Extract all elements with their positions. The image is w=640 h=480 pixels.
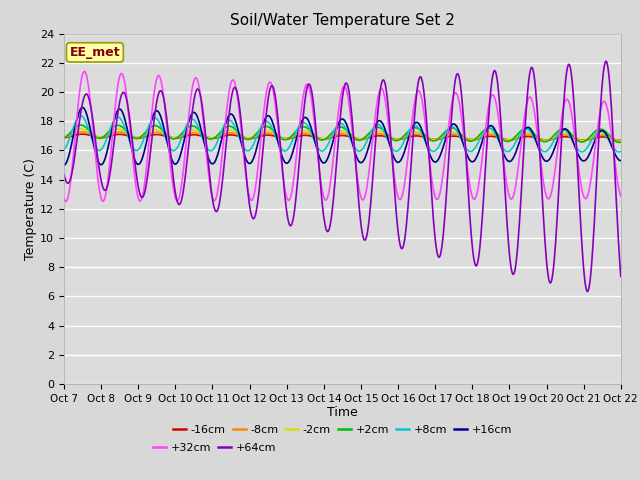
+16cm <box>214 150 222 156</box>
-8cm <box>428 136 435 142</box>
+32cm <box>61 199 69 204</box>
+8cm <box>76 113 84 119</box>
+32cm <box>617 193 625 199</box>
+16cm <box>617 158 625 164</box>
+8cm <box>214 137 222 143</box>
-8cm <box>214 134 222 140</box>
-2cm <box>70 128 78 134</box>
+16cm <box>185 119 193 125</box>
Line: +64cm: +64cm <box>64 61 621 292</box>
Legend: +32cm, +64cm: +32cm, +64cm <box>148 438 280 457</box>
+8cm <box>60 147 68 153</box>
+32cm <box>186 107 193 112</box>
+64cm <box>617 274 625 279</box>
+2cm <box>617 139 625 145</box>
-2cm <box>214 132 222 138</box>
Line: -16cm: -16cm <box>64 134 621 141</box>
+8cm <box>185 119 193 124</box>
+16cm <box>128 148 136 154</box>
+32cm <box>215 180 223 186</box>
+64cm <box>184 149 192 155</box>
+16cm <box>411 120 419 126</box>
-16cm <box>70 133 78 139</box>
Line: -8cm: -8cm <box>64 132 621 141</box>
+8cm <box>70 122 78 128</box>
+64cm <box>584 289 591 295</box>
+2cm <box>128 134 136 140</box>
-16cm <box>185 132 193 138</box>
-2cm <box>185 128 193 133</box>
Text: EE_met: EE_met <box>70 46 120 59</box>
-16cm <box>428 136 435 142</box>
+64cm <box>127 130 135 135</box>
-8cm <box>185 131 193 136</box>
+8cm <box>428 147 435 153</box>
-16cm <box>128 134 136 140</box>
X-axis label: Time: Time <box>327 407 358 420</box>
-8cm <box>411 131 419 137</box>
-16cm <box>214 135 222 141</box>
Y-axis label: Temperature (C): Temperature (C) <box>24 158 37 260</box>
-8cm <box>128 133 136 139</box>
+8cm <box>411 122 419 128</box>
Line: -2cm: -2cm <box>64 129 621 141</box>
Line: +16cm: +16cm <box>64 108 621 165</box>
-16cm <box>60 135 68 141</box>
Line: +32cm: +32cm <box>64 72 621 202</box>
-8cm <box>79 129 86 135</box>
+8cm <box>616 149 623 155</box>
+2cm <box>214 132 222 137</box>
+2cm <box>428 137 435 143</box>
+64cm <box>426 173 434 179</box>
+64cm <box>60 171 68 177</box>
+64cm <box>602 58 610 64</box>
+2cm <box>70 126 78 132</box>
-8cm <box>617 138 625 144</box>
-8cm <box>60 134 68 140</box>
-2cm <box>617 138 625 144</box>
-2cm <box>60 134 68 140</box>
+16cm <box>60 162 68 168</box>
+2cm <box>185 124 193 130</box>
+32cm <box>428 177 436 183</box>
+8cm <box>617 148 625 154</box>
-16cm <box>617 138 625 144</box>
-2cm <box>128 133 136 139</box>
+32cm <box>412 94 419 100</box>
+64cm <box>214 208 221 214</box>
+64cm <box>70 158 78 164</box>
Line: +2cm: +2cm <box>64 125 621 143</box>
-8cm <box>70 131 78 137</box>
Title: Soil/Water Temperature Set 2: Soil/Water Temperature Set 2 <box>230 13 455 28</box>
+64cm <box>410 120 418 125</box>
+32cm <box>129 157 137 163</box>
-16cm <box>411 133 419 139</box>
+32cm <box>71 136 79 142</box>
+2cm <box>411 125 419 131</box>
+8cm <box>128 144 136 149</box>
+32cm <box>60 195 68 201</box>
+2cm <box>77 122 85 128</box>
-2cm <box>76 126 84 132</box>
Line: +8cm: +8cm <box>64 116 621 152</box>
-2cm <box>616 138 623 144</box>
-2cm <box>428 137 435 143</box>
+16cm <box>70 129 78 135</box>
+16cm <box>79 105 86 110</box>
+2cm <box>616 140 623 145</box>
-16cm <box>79 131 86 137</box>
+2cm <box>60 135 68 141</box>
+32cm <box>80 69 88 74</box>
+16cm <box>428 155 435 160</box>
-2cm <box>411 129 419 134</box>
